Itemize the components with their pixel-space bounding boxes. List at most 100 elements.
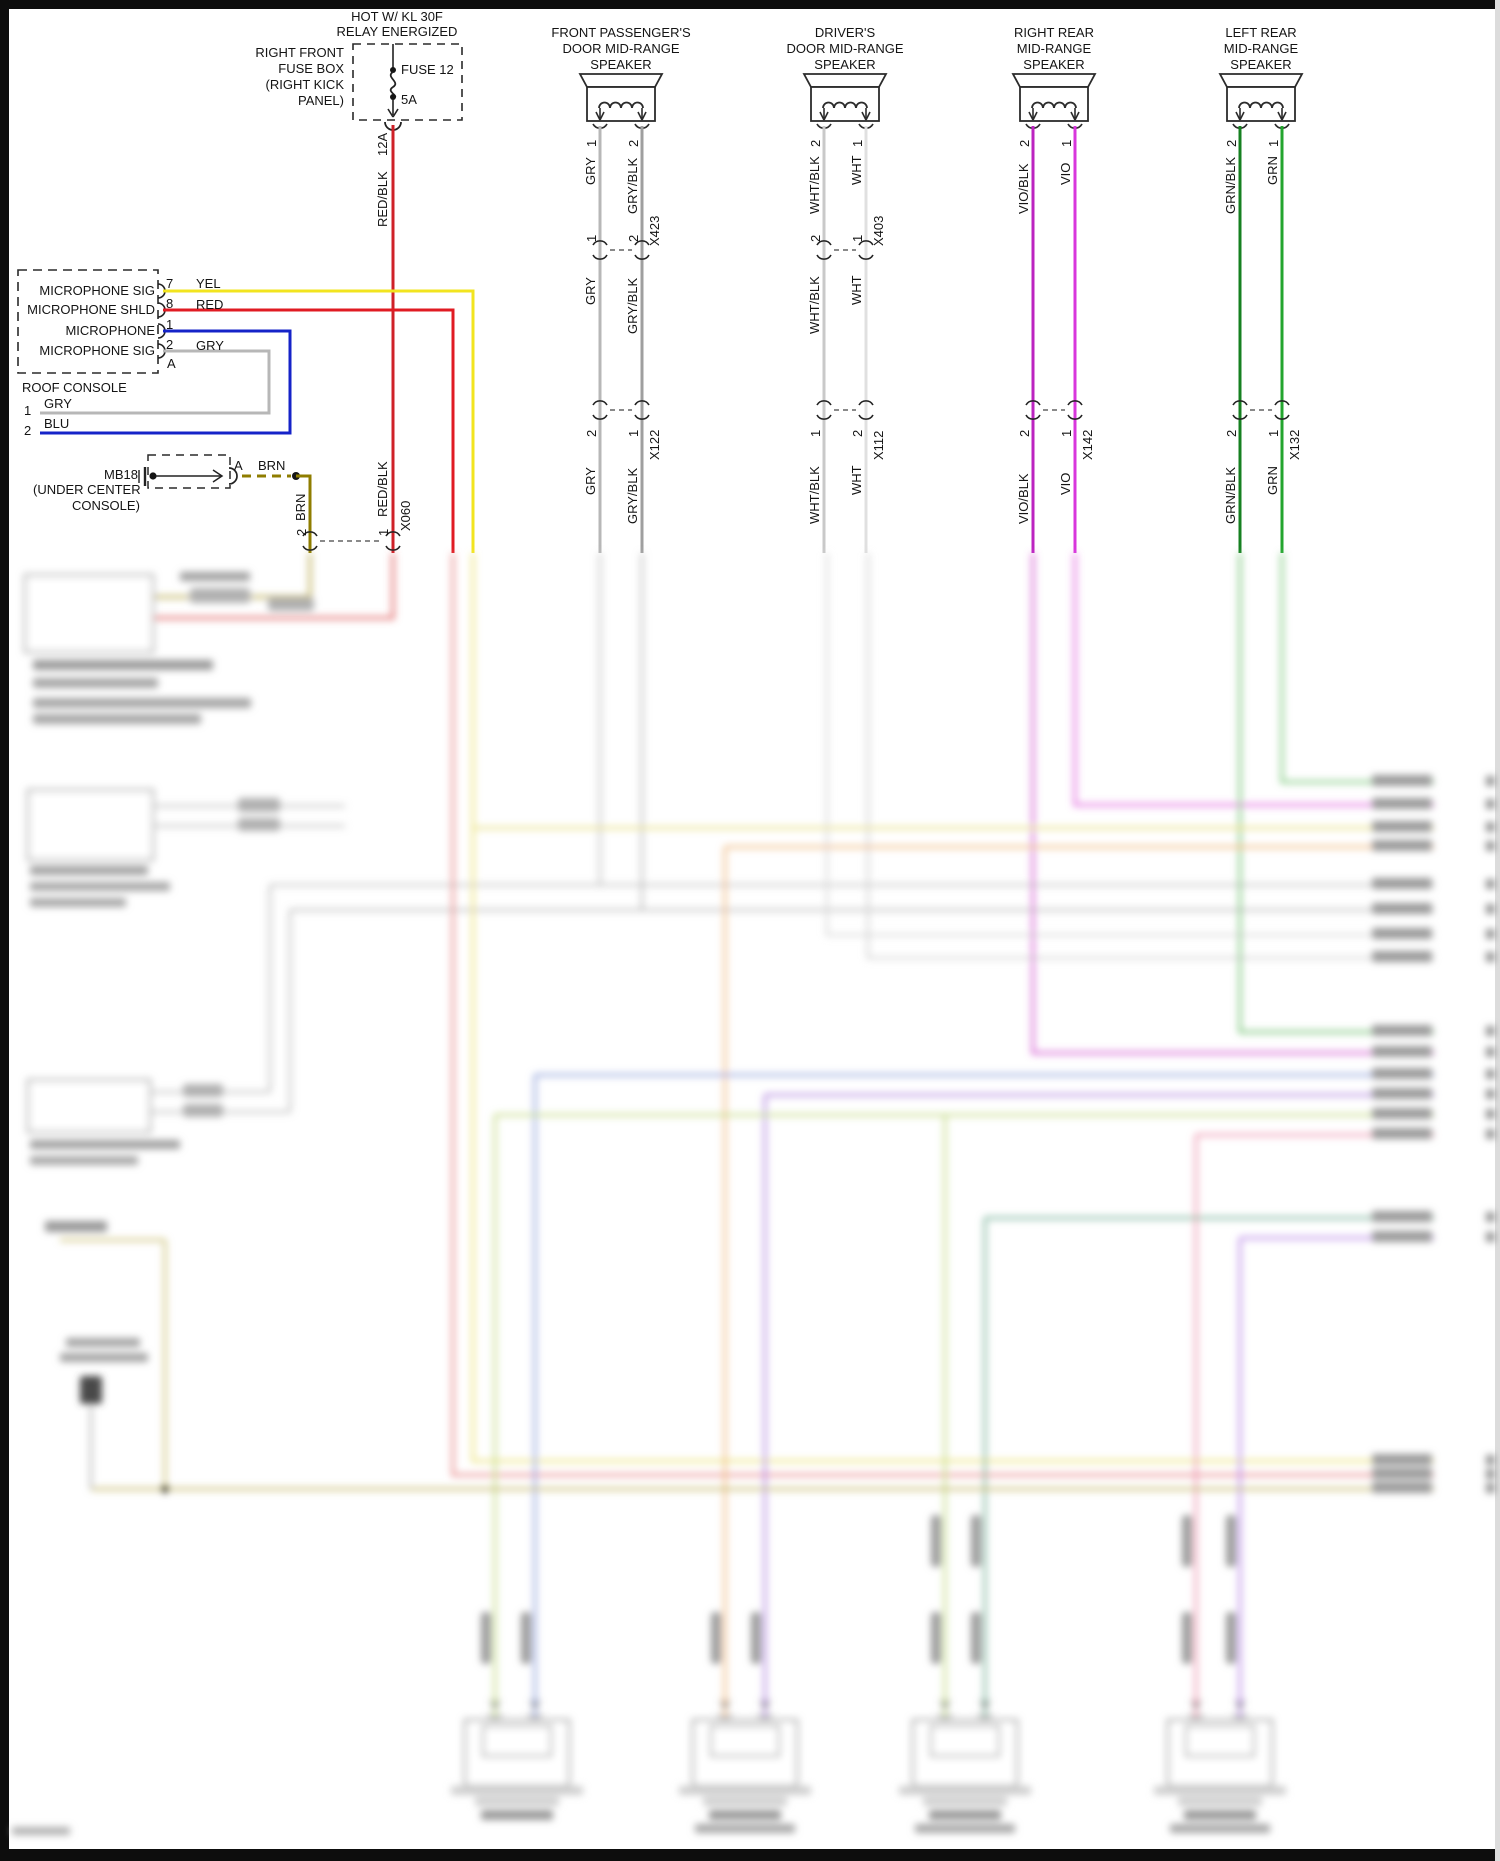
- connector-cup-icon: [527, 1713, 543, 1720]
- arrow-down-icon: [760, 1699, 770, 1710]
- connector-pad-blob: [931, 1612, 941, 1664]
- wire-color-label: WHT/BLK: [807, 156, 822, 215]
- pin-label: 2: [808, 234, 823, 242]
- inline-connector-icon: [858, 400, 874, 406]
- connector-pad-blob: [711, 1612, 721, 1664]
- wire-end-label-blob: [1372, 1128, 1432, 1139]
- wire-end-pin-blob: [1486, 904, 1495, 914]
- inline-connector-icon: [1025, 400, 1041, 406]
- bottom-speaker-connector-blurred: [482, 1725, 552, 1757]
- pin-label: 2: [1017, 429, 1032, 437]
- wire-red-blk-blur: [153, 553, 395, 620]
- wire-end-pin-blob: [1486, 1232, 1495, 1242]
- wire-color-label: GRY: [196, 338, 224, 353]
- pin-label: 1: [808, 429, 823, 437]
- pin-label: 2: [584, 429, 599, 437]
- inline-connector-icon: [592, 240, 608, 246]
- wire-blu-blur: [533, 1073, 1434, 1722]
- connector-pad-blob: [1226, 1612, 1236, 1664]
- wire-color-label: BLU: [44, 416, 70, 431]
- connector-blob: [238, 818, 280, 831]
- text-blob: [481, 1810, 553, 1820]
- pin-label: 1: [1059, 139, 1074, 147]
- hot-feed-label-line1: HOT W/ KL 30F: [351, 9, 443, 24]
- inline-connector-icon: [858, 240, 874, 246]
- connector-cup-icon: [937, 1713, 953, 1720]
- wire-end-label-blob: [1372, 1231, 1432, 1242]
- inline-connector-icon: [634, 240, 650, 246]
- inline-connector-icon: [1274, 414, 1290, 420]
- inline-connector-icon: [592, 400, 608, 406]
- wire-color-label: WHT/BLK: [807, 466, 822, 525]
- inline-connector-icon: [592, 414, 608, 420]
- wire-brn: [296, 474, 312, 553]
- text-blob: [1184, 1810, 1256, 1820]
- wire-color-label: VIO/BLK: [1016, 473, 1031, 525]
- inline-connector-icon: [1067, 400, 1083, 406]
- wire-org-blur: [723, 845, 1434, 1722]
- wire-red-blur: [451, 553, 1434, 1477]
- wire-color-label: GRY: [583, 156, 598, 185]
- wire-olive-blur: [60, 1238, 167, 1489]
- wire-end-pin-blob: [1486, 879, 1495, 889]
- footer-text-blob: [12, 1827, 70, 1835]
- wire-color-label: VIO: [1058, 162, 1073, 185]
- arrow-down-icon: [595, 111, 605, 121]
- bottom-speaker-base-blurred: [475, 1797, 559, 1806]
- inline-connector-icon: [1025, 414, 1041, 420]
- pin-label: A: [234, 458, 243, 473]
- page-border-top: [0, 0, 1500, 9]
- speaker-coil-icon: [1031, 101, 1077, 109]
- inline-connector-icon: [816, 414, 832, 420]
- inline-connector-icon: [385, 545, 401, 551]
- arrow-down-icon: [1235, 1699, 1245, 1710]
- wire-wht-blur: [866, 553, 1434, 960]
- inline-connector-icon: [858, 414, 874, 420]
- speaker-title-line: DOOR MID-RANGE: [786, 41, 904, 56]
- wire-vio-blk-blur: [1031, 553, 1434, 1055]
- text-blob: [30, 1140, 180, 1149]
- inline-connector-icon: [816, 240, 832, 246]
- bottom-speaker-base-blurred: [703, 1797, 787, 1806]
- arrow-down-icon: [980, 1699, 990, 1710]
- wire: [163, 289, 475, 553]
- fuse-box-location-line: PANEL): [298, 93, 344, 108]
- wire-teal-blur: [983, 1216, 1434, 1722]
- wire-end-pin-blob: [1486, 822, 1495, 832]
- pin-label: 7: [166, 276, 174, 291]
- wire-color-label: GRY: [44, 396, 72, 411]
- text-blob: [33, 698, 251, 708]
- text-blob: [929, 1810, 1001, 1820]
- wire-end-pin-blob: [1486, 1212, 1495, 1222]
- inline-connector-icon: [302, 545, 318, 551]
- text-blob: [33, 660, 213, 670]
- wire-end-label-blob: [1372, 775, 1432, 786]
- wire-color-label: WHT: [849, 275, 864, 305]
- module-box-blurred: [27, 1079, 151, 1133]
- pin-label: A: [167, 356, 176, 371]
- wire-blu: [40, 329, 292, 435]
- text-blob: [60, 1353, 148, 1362]
- connector-name-label: X403: [871, 215, 886, 246]
- connector-name-label: X122: [647, 429, 662, 460]
- wire-ltgrn-blur: [493, 1113, 1434, 1722]
- wire-end-pin-blob: [1486, 1109, 1495, 1119]
- connector-cup-icon: [977, 1713, 993, 1720]
- connector-name-label: X112: [871, 430, 886, 460]
- wire-color-label: GRN/BLK: [1223, 157, 1238, 215]
- text-blob: [30, 898, 126, 907]
- pin-label: 1: [24, 403, 32, 418]
- ground-location-line: (UNDER CENTER: [33, 482, 141, 497]
- pin-label: 2: [24, 423, 32, 438]
- wire-yel-blur: [471, 553, 1434, 1463]
- speaker-title-line: SPEAKER: [814, 57, 876, 72]
- wire-color-label: BRN: [293, 493, 308, 521]
- wire-end-label-blob: [1372, 1088, 1432, 1099]
- connector-pad-blob: [1182, 1612, 1192, 1664]
- text-blob: [33, 678, 158, 688]
- wire-end-pin-blob: [1486, 952, 1495, 962]
- inline-connector-icon: [634, 400, 650, 406]
